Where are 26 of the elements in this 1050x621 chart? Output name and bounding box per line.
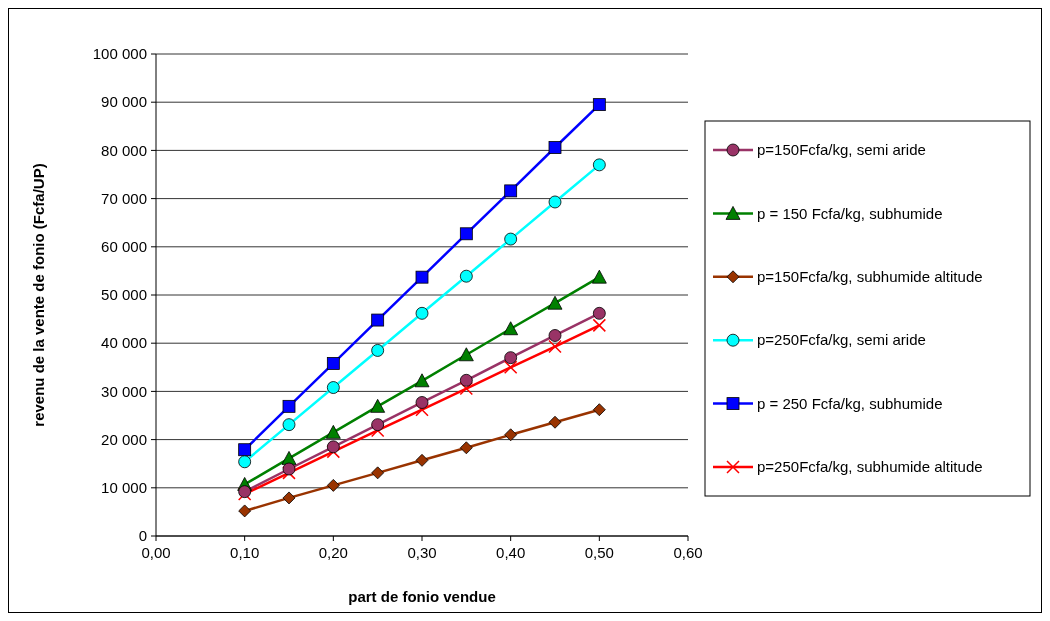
x-axis-title: part de fonio vendue [348, 588, 496, 605]
legend-label: p=250Fcfa/kg, semi aride [757, 331, 926, 349]
legend-label: p=150Fcfa/kg, semi aride [757, 141, 926, 159]
y-tick-label: 0 [138, 527, 147, 545]
legend-label: p=250Fcfa/kg, subhumide altitude [757, 458, 983, 476]
y-axis-title: revenu de la vente de fonio (Fcfa/UP) [30, 163, 47, 427]
y-tick-label: 10 000 [101, 479, 147, 497]
y-tick-label: 80 000 [101, 141, 147, 159]
y-tick-label: 50 000 [101, 286, 147, 304]
x-tick-label: 0,50 [584, 544, 614, 561]
x-tick-label: 0,30 [407, 544, 437, 561]
y-tick-label: 30 000 [101, 382, 147, 400]
x-tick-label: 0,00 [141, 544, 171, 561]
legend-label: p = 150 Fcfa/kg, subhumide [757, 204, 943, 222]
x-tick-label: 0,10 [230, 544, 260, 561]
x-tick-label: 0,20 [318, 544, 348, 561]
y-tick-label: 40 000 [101, 334, 147, 352]
y-tick-label: 20 000 [101, 430, 147, 448]
y-tick-label: 100 000 [92, 45, 147, 63]
y-tick-label: 70 000 [101, 189, 147, 207]
x-tick-label: 0,60 [673, 544, 703, 561]
legend-label: p = 250 Fcfa/kg, subhumide [757, 394, 943, 412]
x-tick-label: 0,40 [496, 544, 526, 561]
y-tick-label: 90 000 [101, 93, 147, 111]
y-tick-label: 60 000 [101, 238, 147, 256]
legend-label: p=150Fcfa/kg, subhumide altitude [757, 268, 983, 286]
